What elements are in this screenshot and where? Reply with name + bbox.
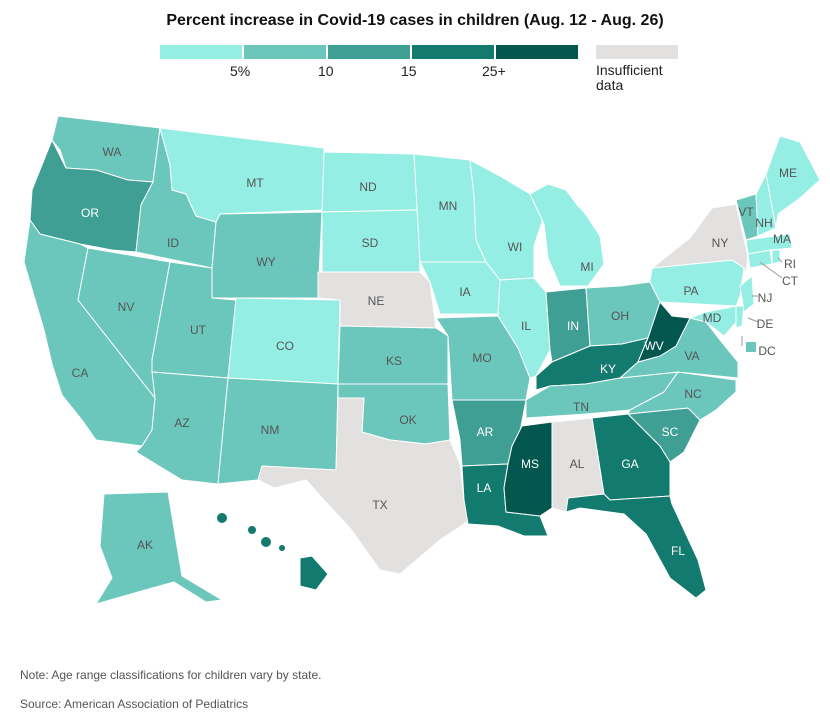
state-label-la: LA (477, 481, 492, 495)
state-label-mo: MO (472, 351, 491, 365)
footnote: Note: Age range classifications for chil… (20, 668, 322, 682)
state-label-nc: NC (684, 387, 702, 401)
state-labels: WA OR CA ID NV MT WY UT AZ CO NM ND SD NE KS OK TX MN IA MO… (72, 145, 799, 588)
state-label-ct: CT (782, 274, 799, 288)
state-label-tn: TN (573, 400, 589, 414)
state-label-al: AL (570, 457, 585, 471)
state-label-fl: FL (671, 544, 685, 558)
state-label-me: ME (779, 166, 797, 180)
legend-tick-5: 5% (230, 63, 251, 79)
state-label-id: ID (167, 236, 179, 250)
state-label-sc: SC (662, 425, 679, 439)
leader-line-ct (759, 261, 783, 279)
map-title: Percent increase in Covid-19 cases in ch… (166, 12, 664, 29)
legend-tick-10: 10 (318, 63, 334, 79)
state-label-nm: NM (261, 423, 280, 437)
state-label-md: MD (703, 311, 722, 325)
state-nc (627, 371, 737, 421)
state-fl (565, 493, 707, 599)
state-label-ga: GA (621, 457, 638, 471)
state-label-wa: WA (103, 145, 122, 159)
state-or (29, 139, 154, 253)
state-label-ar: AR (477, 425, 494, 439)
state-label-oh: OH (611, 309, 629, 323)
state-label-ut: UT (190, 323, 207, 337)
state-label-co: CO (276, 339, 294, 353)
state-tx (257, 397, 471, 575)
state-label-nd: ND (359, 180, 377, 194)
legend-swatch-4 (412, 45, 494, 59)
legend-tick-15: 15 (401, 63, 417, 79)
state-label-dc: DC (758, 344, 776, 358)
state-label-mi: MI (580, 260, 593, 274)
state-ks (337, 325, 449, 385)
leader-line-de (747, 317, 759, 323)
state-ri (771, 249, 781, 265)
leader-lines (741, 237, 783, 346)
leader-line-ma (775, 237, 779, 245)
state-label-sd: SD (362, 236, 379, 250)
state-label-az: AZ (174, 416, 189, 430)
state-mi (529, 183, 605, 287)
state-hi-island-3 (261, 537, 271, 547)
state-hi-island-2 (248, 526, 256, 534)
state-label-ma: MA (773, 232, 791, 246)
state-shapes (23, 115, 821, 605)
state-label-tx: TX (372, 498, 387, 512)
legend-tick-25: 25+ (482, 63, 506, 79)
leader-line-ri (777, 257, 783, 263)
legend-swatch-3 (328, 45, 410, 59)
state-me (765, 135, 821, 229)
state-hi-island-1 (217, 513, 227, 523)
state-ma (745, 233, 793, 255)
state-ak (95, 491, 223, 605)
state-label-nj: NJ (758, 291, 773, 305)
state-label-nh: NH (755, 216, 772, 230)
state-label-pa: PA (683, 284, 698, 298)
state-label-ks: KS (386, 354, 402, 368)
state-label-in: IN (567, 319, 579, 333)
state-wv (637, 301, 691, 363)
state-label-ny: NY (712, 236, 729, 250)
legend-swatch-5 (496, 45, 578, 59)
state-label-va: VA (684, 349, 699, 363)
state-label-mn: MN (439, 199, 458, 213)
state-label-mt: MT (246, 176, 264, 190)
state-label-wy: WY (256, 255, 275, 269)
state-label-nv: NV (118, 300, 135, 314)
state-label-wi: WI (508, 240, 523, 254)
legend-swatch-2 (244, 45, 326, 59)
state-label-ne: NE (368, 294, 385, 308)
state-label-ri: RI (784, 257, 796, 271)
state-nj (739, 275, 755, 313)
state-label-il: IL (521, 319, 531, 333)
state-label-hi: HI (288, 574, 300, 588)
state-de (735, 305, 745, 329)
state-label-de: DE (757, 317, 774, 331)
state-label-or: OR (81, 206, 99, 220)
state-label-ca: CA (72, 366, 89, 380)
state-label-ms: MS (521, 457, 539, 471)
state-hi-island-4 (279, 545, 285, 551)
legend-swatch-1 (160, 45, 242, 59)
source-note: Source: American Association of Pediatri… (20, 697, 249, 711)
state-label-ak: AK (137, 538, 153, 552)
state-dc (746, 342, 756, 352)
state-label-ia: IA (459, 285, 470, 299)
state-label-wv: WV (644, 339, 663, 353)
state-hi (299, 555, 329, 591)
legend-insufficient-label: Insufficient data (596, 62, 663, 93)
state-label-ok: OK (399, 413, 416, 427)
legend-swatch-insufficient (596, 45, 678, 59)
state-ca (23, 219, 156, 447)
state-label-ky: KY (600, 362, 616, 376)
state-label-vt: VT (738, 205, 754, 219)
